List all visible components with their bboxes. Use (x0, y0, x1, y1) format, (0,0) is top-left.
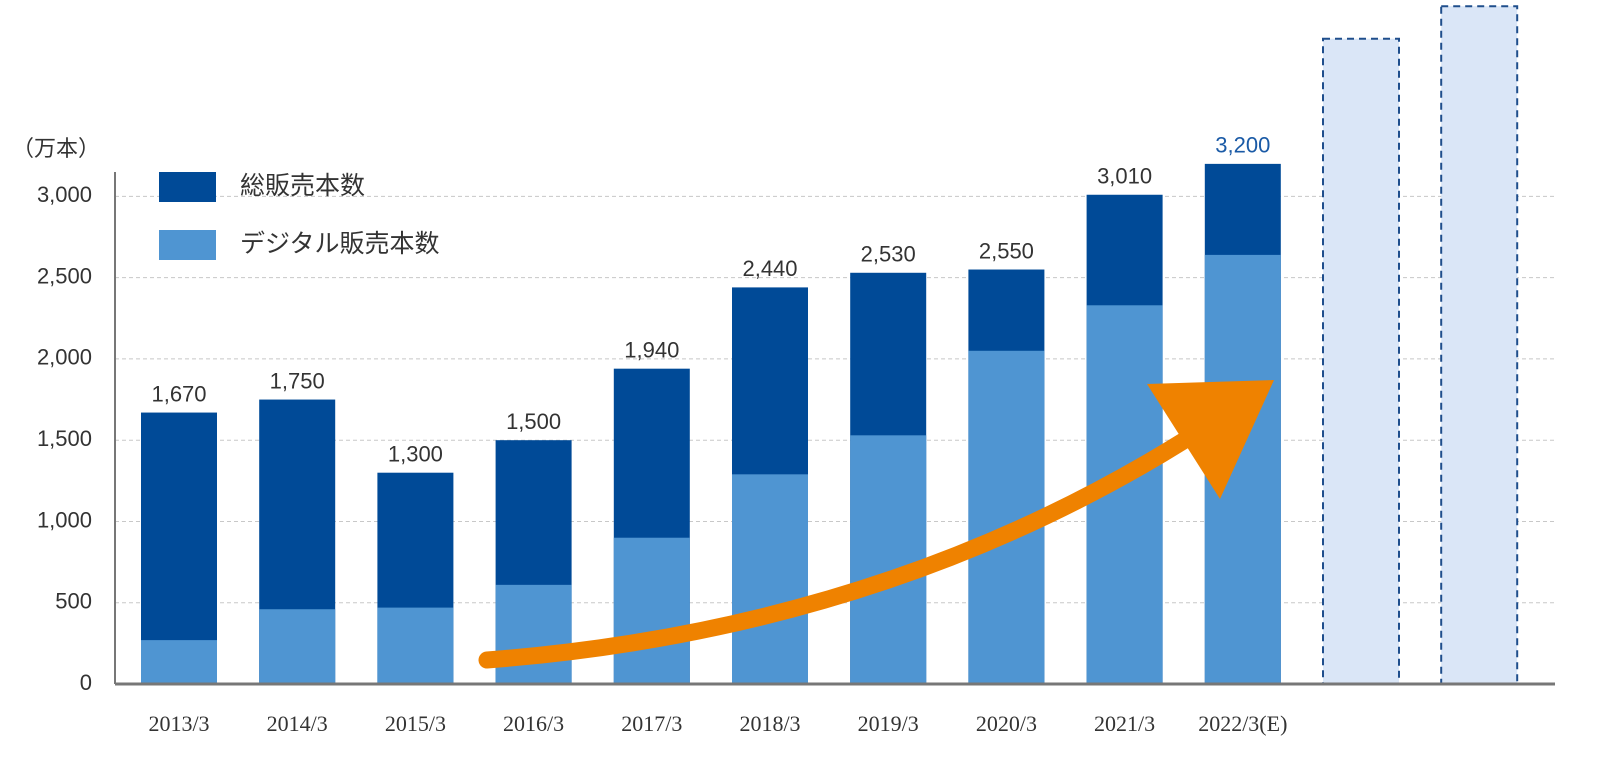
x-tick-label: 2017/3 (621, 711, 682, 736)
placeholder-bar (1440, 5, 1519, 685)
bar (495, 584, 572, 684)
placeholder-bar (1322, 37, 1400, 685)
x-tick-label: 2013/3 (148, 711, 209, 736)
value-label: 3,200 (1215, 133, 1270, 158)
y-tick-label: 1,500 (37, 426, 92, 451)
legend-label: 総販売本数 (240, 171, 365, 200)
bar (613, 537, 690, 684)
legend-swatch (159, 230, 216, 260)
bar (732, 474, 808, 684)
x-tick-label: 2022/3(E) (1198, 711, 1287, 736)
trend-arrow-head (1147, 380, 1274, 499)
y-tick-label: 2,000 (37, 345, 92, 370)
legend-swatch (159, 172, 216, 202)
x-tick-label: 2015/3 (385, 711, 446, 736)
value-label: 1,750 (270, 368, 325, 393)
y-tick-label: 0 (80, 670, 92, 695)
unit-label: （万本） (12, 136, 100, 161)
x-tick-label: 2018/3 (739, 711, 800, 736)
value-label: 2,530 (861, 242, 916, 267)
value-label: 3,010 (1097, 164, 1152, 189)
bar (850, 435, 927, 684)
y-tick-label: 3,000 (37, 182, 92, 207)
value-label: 1,300 (388, 442, 443, 467)
y-tick-label: 2,500 (37, 263, 92, 288)
x-tick-label: 2020/3 (976, 711, 1037, 736)
x-tick-label: 2021/3 (1094, 711, 1155, 736)
value-label: 2,550 (979, 238, 1034, 263)
x-tick-label: 2016/3 (503, 711, 564, 736)
bar (377, 607, 454, 684)
x-tick-label: 2014/3 (267, 711, 328, 736)
value-label: 2,440 (742, 256, 797, 281)
value-label: 1,500 (506, 409, 561, 434)
trend-arrow-shaft (478, 431, 1194, 669)
x-tick-label: 2019/3 (858, 711, 919, 736)
legend-label: デジタル販売本数 (240, 229, 440, 258)
bar (259, 609, 336, 684)
bar (141, 412, 217, 684)
y-tick-label: 500 (55, 589, 92, 614)
bar (141, 640, 217, 684)
y-tick-label: 1,000 (37, 507, 92, 532)
value-label: 1,670 (151, 381, 206, 406)
value-label: 1,940 (624, 337, 679, 362)
